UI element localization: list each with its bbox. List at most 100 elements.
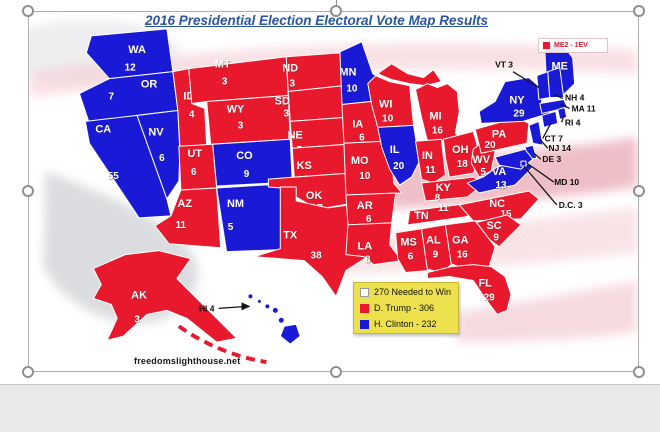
state-shape	[557, 106, 568, 120]
state-ev: 16	[457, 250, 469, 261]
state-ev: 10	[346, 84, 358, 95]
map-image-frame[interactable]: 2016 Presidential Election Electoral Vot…	[28, 11, 639, 372]
state-NV: NV 6	[136, 109, 181, 200]
state-ev: 20	[393, 161, 405, 172]
state-AK: AK 3	[92, 250, 267, 365]
legend-label: D. Trump - 306	[374, 303, 435, 313]
state-shape	[277, 316, 285, 324]
legend-swatch-clinton	[360, 319, 369, 329]
state-label: OH	[452, 144, 468, 156]
hi-arrow-head	[241, 302, 251, 311]
callout-label: DE 3	[542, 154, 561, 164]
resize-handle-bottom-left[interactable]	[22, 366, 34, 378]
state-shape	[442, 130, 482, 178]
state-label: KY	[436, 182, 452, 194]
state-ev: 11	[425, 165, 436, 176]
state-ev: 13	[496, 180, 508, 191]
state-label: AZ	[178, 198, 193, 210]
state-shape	[395, 228, 428, 274]
state-label: SD	[275, 95, 290, 107]
resize-handle-top-left[interactable]	[22, 5, 34, 17]
state-label: KS	[297, 160, 312, 172]
callout-labels: VT 3 NH 4 MA 11 RI 4 CT 7 NJ 14 DE 3 MD …	[199, 60, 596, 314]
state-ev: 11	[438, 203, 449, 214]
state-ev: 3	[283, 108, 289, 119]
state-ev: 5	[228, 222, 234, 233]
callout-label: MA 11	[572, 103, 596, 113]
state-label: NY	[509, 94, 525, 106]
watermark: freedomslighthouse.net	[134, 356, 241, 366]
legend-swatch-white	[360, 287, 369, 297]
callout-line	[539, 138, 549, 149]
state-label: ME	[552, 61, 568, 73]
state-label: OR	[141, 79, 157, 91]
state-ev: 6	[159, 153, 165, 164]
states-layer: WA 12 OR 7 CA 55 NV 6	[78, 28, 576, 365]
state-label: WI	[379, 98, 392, 110]
callout-line	[554, 93, 564, 100]
state-shape	[92, 250, 238, 343]
flag-stripe	[457, 280, 638, 343]
state-ev: 10	[382, 113, 394, 124]
rotation-handle-stem	[336, 0, 337, 6]
state-shape	[458, 190, 540, 222]
resize-handle-bottom-center[interactable]	[330, 366, 342, 378]
state-ev: 9	[433, 250, 439, 261]
state-label: PA	[492, 128, 506, 140]
state-IN: IN 11	[415, 138, 446, 184]
state-label: MI	[429, 110, 441, 122]
legend-row: 270 Needed to Win	[360, 287, 452, 297]
callout-line	[561, 115, 565, 123]
legend-label: 270 Needed to Win	[374, 287, 452, 297]
state-shape	[520, 160, 527, 167]
state-IL: IL 20	[377, 124, 421, 186]
state-ev: 9	[493, 233, 499, 244]
page-title: 2016 Presidential Election Electoral Vot…	[144, 13, 489, 28]
results-legend: 270 Needed to Win D. Trump - 306 H. Clin…	[353, 282, 459, 334]
resize-handle-middle-left[interactable]	[22, 185, 34, 197]
state-label: IN	[422, 150, 433, 162]
resize-handle-top-center[interactable]	[330, 5, 342, 17]
state-ev: 6	[408, 252, 414, 263]
legend-row: H. Clinton - 232	[360, 319, 452, 329]
state-shape	[377, 63, 442, 87]
me2-red-square-icon	[543, 42, 550, 49]
state-ev: 55	[108, 171, 120, 182]
state-ev: 7	[108, 92, 114, 103]
callout-label: D.C. 3	[559, 200, 583, 210]
state-UT: UT 6	[178, 143, 218, 191]
state-shape	[345, 222, 403, 266]
state-ev: 8	[435, 193, 441, 204]
state-ev: 29	[513, 108, 525, 119]
state-FL: FL 29	[426, 264, 512, 315]
us-electoral-map: WA 12 OR 7 CA 55 NV 6	[29, 19, 638, 365]
legend-swatch-trump	[360, 303, 369, 313]
state-shape	[279, 323, 301, 345]
state-shape	[415, 83, 464, 142]
callout-label: CT 7	[545, 133, 564, 143]
callout-line	[560, 103, 570, 110]
callout-label: RI 4	[565, 117, 581, 127]
state-label: UT	[187, 148, 202, 160]
state-ev: 18	[457, 159, 469, 170]
state-ev: 9	[244, 169, 250, 180]
state-shape	[216, 183, 283, 253]
callout-line	[523, 165, 558, 206]
state-label: AK	[131, 289, 147, 301]
legend-label: H. Clinton - 232	[374, 319, 437, 329]
resize-handle-bottom-right[interactable]	[633, 366, 645, 378]
me2-note-text: ME2 - 1EV	[554, 42, 588, 49]
state-label: CA	[95, 123, 111, 135]
state-ev: 3	[134, 314, 140, 325]
state-shape	[541, 110, 559, 128]
state-label: TN	[414, 210, 429, 222]
app-bottom-panel	[0, 384, 660, 432]
state-shape	[264, 303, 271, 310]
state-ev: 11	[176, 220, 187, 231]
state-label: NC	[489, 198, 505, 210]
state-shape	[367, 75, 415, 128]
resize-handle-top-right[interactable]	[633, 5, 645, 17]
state-ev: 6	[359, 132, 365, 143]
state-NH	[547, 67, 565, 99]
resize-handle-middle-right[interactable]	[633, 185, 645, 197]
